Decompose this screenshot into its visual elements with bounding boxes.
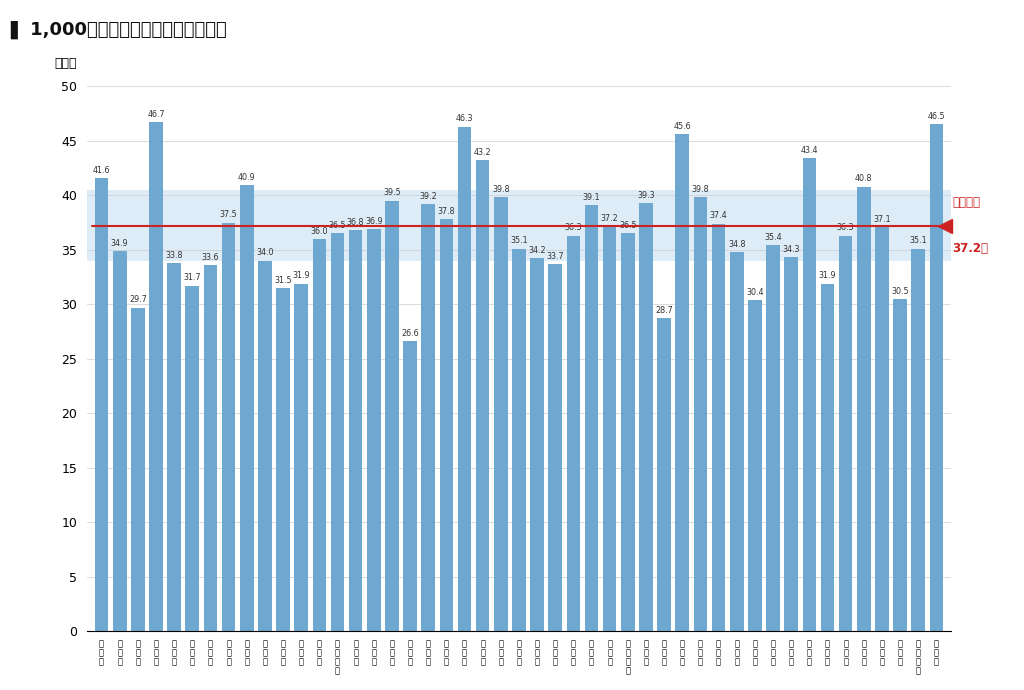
Text: 34.8: 34.8 [728, 239, 745, 248]
Bar [603, 226, 616, 631]
Bar [749, 300, 762, 631]
Bar [857, 186, 870, 631]
Bar [639, 203, 652, 631]
Bar [458, 126, 471, 631]
Bar [730, 252, 743, 631]
Text: 36.0: 36.0 [310, 226, 328, 235]
Text: 全国平均: 全国平均 [952, 197, 981, 210]
Bar [150, 122, 163, 631]
Bar [657, 319, 671, 631]
Text: 40.9: 40.9 [238, 173, 256, 182]
Text: 37.4: 37.4 [710, 211, 727, 220]
Text: 39.2: 39.2 [420, 192, 437, 201]
Bar [439, 219, 454, 631]
Bar [566, 235, 581, 631]
Text: 30.5: 30.5 [891, 286, 909, 295]
Bar [185, 286, 199, 631]
Text: 30.4: 30.4 [746, 288, 764, 297]
Text: 33.6: 33.6 [202, 253, 219, 262]
Text: 39.1: 39.1 [583, 193, 600, 201]
Bar [87, 190, 951, 261]
Text: 37.8: 37.8 [437, 207, 456, 216]
Bar [240, 186, 254, 631]
Text: 46.7: 46.7 [147, 110, 165, 119]
Text: 35.1: 35.1 [909, 237, 927, 246]
Text: 36.5: 36.5 [329, 221, 346, 230]
Text: 33.7: 33.7 [547, 252, 564, 261]
Bar [585, 205, 598, 631]
Text: 36.3: 36.3 [837, 224, 854, 233]
Text: 34.0: 34.0 [256, 248, 273, 257]
Bar [167, 263, 181, 631]
Bar [676, 135, 689, 631]
Bar [494, 197, 508, 631]
Bar [222, 222, 236, 631]
Text: 39.5: 39.5 [383, 188, 400, 197]
Bar [693, 197, 708, 631]
Text: 26.6: 26.6 [401, 329, 419, 338]
Bar [349, 230, 362, 631]
Text: 37.5: 37.5 [220, 210, 238, 219]
Text: 28.7: 28.7 [655, 306, 673, 315]
Y-axis label: （人）: （人） [54, 57, 77, 70]
Bar [385, 201, 398, 631]
Bar [294, 284, 308, 631]
Text: 39.8: 39.8 [691, 185, 710, 194]
Bar [258, 261, 271, 631]
Bar [367, 229, 381, 631]
Text: 35.1: 35.1 [510, 237, 527, 246]
Text: 39.3: 39.3 [637, 190, 654, 199]
Text: 41.6: 41.6 [93, 166, 111, 175]
Bar [893, 299, 907, 631]
Bar [911, 248, 925, 631]
Bar [204, 265, 217, 631]
Text: 37.2: 37.2 [601, 213, 618, 222]
Bar [422, 204, 435, 631]
Text: 36.9: 36.9 [365, 217, 383, 226]
Text: 33.8: 33.8 [166, 250, 183, 259]
Text: 46.5: 46.5 [928, 112, 945, 121]
Bar [784, 257, 798, 631]
Bar [621, 233, 635, 631]
Text: 35.4: 35.4 [764, 233, 781, 242]
Text: 43.4: 43.4 [801, 146, 818, 155]
Bar [766, 246, 780, 631]
Bar [403, 342, 417, 631]
Text: 34.2: 34.2 [528, 246, 546, 255]
Text: 29.7: 29.7 [129, 295, 146, 304]
Bar [312, 239, 326, 631]
Text: 40.8: 40.8 [855, 175, 872, 184]
Bar [530, 259, 544, 631]
Bar [876, 227, 889, 631]
Bar [712, 224, 725, 631]
Text: 46.3: 46.3 [456, 115, 473, 124]
Bar [803, 158, 816, 631]
Bar [331, 233, 344, 631]
Text: 43.2: 43.2 [474, 148, 492, 157]
Bar [113, 251, 127, 631]
Bar [512, 248, 525, 631]
Text: 34.3: 34.3 [782, 245, 800, 254]
Text: 36.3: 36.3 [564, 224, 582, 233]
Text: 31.7: 31.7 [183, 273, 201, 282]
Bar [820, 284, 835, 631]
Text: 31.9: 31.9 [293, 271, 310, 280]
Text: 37.1: 37.1 [873, 215, 891, 224]
Bar [476, 160, 489, 631]
Text: 36.5: 36.5 [620, 221, 637, 230]
Text: 45.6: 45.6 [674, 122, 691, 131]
Text: 39.8: 39.8 [492, 185, 510, 194]
Text: 37.2人: 37.2人 [952, 242, 988, 255]
Text: 31.5: 31.5 [274, 276, 292, 285]
Bar [276, 288, 290, 631]
Text: 36.8: 36.8 [347, 218, 365, 227]
Bar [549, 264, 562, 631]
Bar [131, 308, 144, 631]
Bar [839, 235, 852, 631]
Bar [95, 178, 109, 631]
Text: ▌ 1,000人当たりの不登校児童生徒数: ▌ 1,000人当たりの不登校児童生徒数 [10, 21, 227, 39]
Text: 31.9: 31.9 [818, 271, 837, 280]
Bar [930, 124, 943, 631]
Text: 34.9: 34.9 [111, 239, 129, 248]
